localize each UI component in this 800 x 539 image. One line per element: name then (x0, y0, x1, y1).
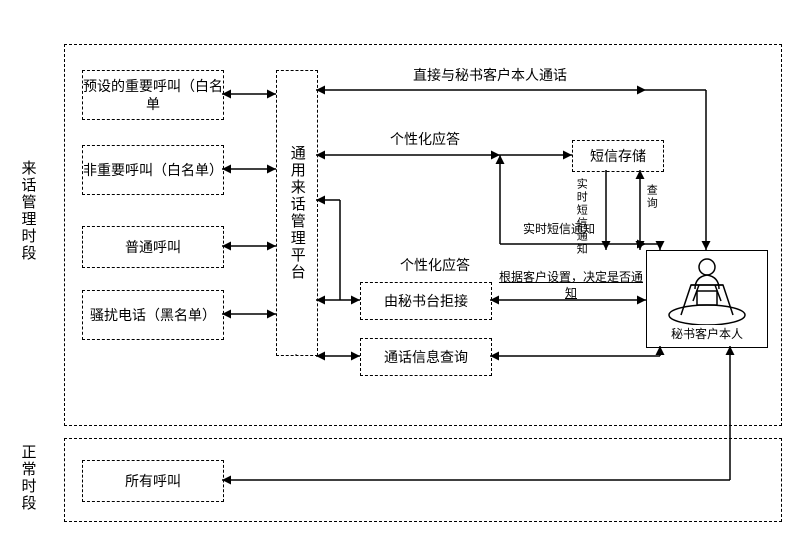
label-non-important: 非重要呼叫（白名单） (83, 161, 223, 179)
label-client: 秘书客户本人 (647, 327, 767, 343)
edge-realtime-sms-1: 实时短信通知 (574, 178, 588, 256)
label-callinfo: 通话信息查询 (384, 348, 468, 366)
label-ordinary: 普通呼叫 (125, 238, 181, 256)
edge-personal-resp-1: 个性化应答 (370, 130, 480, 148)
edge-direct-talk: 直接与秘书客户本人通话 (360, 66, 620, 84)
label-harass: 骚扰电话（黑名单） (90, 306, 216, 324)
box-all-calls: 所有呼叫 (82, 460, 224, 502)
label-all-calls: 所有呼叫 (125, 472, 181, 490)
edge-notify-decision: 根据客户设置，决定是否通知 (496, 270, 646, 301)
box-client: 秘书客户本人 (646, 250, 768, 348)
label-platform: 通用来话管理平台 (287, 145, 307, 281)
side-label-lower: 正常时段 (18, 444, 38, 512)
diagram-root: { "layout": { "canvas": {"w": 800, "h": … (0, 0, 800, 539)
client-icon (647, 251, 767, 325)
box-reject: 由秘书台拒接 (360, 282, 492, 320)
label-reject: 由秘书台拒接 (384, 292, 468, 310)
label-sms-store: 短信存储 (590, 147, 646, 165)
box-ordinary: 普通呼叫 (82, 226, 224, 268)
edge-query: 查询 (644, 184, 658, 210)
edge-personal-resp-2: 个性化应答 (380, 256, 490, 274)
box-harass: 骚扰电话（黑名单） (82, 290, 224, 340)
box-callinfo: 通话信息查询 (360, 338, 492, 376)
label-preset-important: 预设的重要呼叫（白名单 (83, 77, 223, 113)
box-preset-important: 预设的重要呼叫（白名单 (82, 70, 224, 120)
side-label-upper: 来话管理时段 (18, 160, 38, 262)
box-non-important: 非重要呼叫（白名单） (82, 145, 224, 195)
edge-realtime-sms-2: 实时短信通知 (504, 222, 614, 238)
box-platform: 通用来话管理平台 (276, 70, 318, 356)
box-sms-store: 短信存储 (572, 140, 664, 172)
